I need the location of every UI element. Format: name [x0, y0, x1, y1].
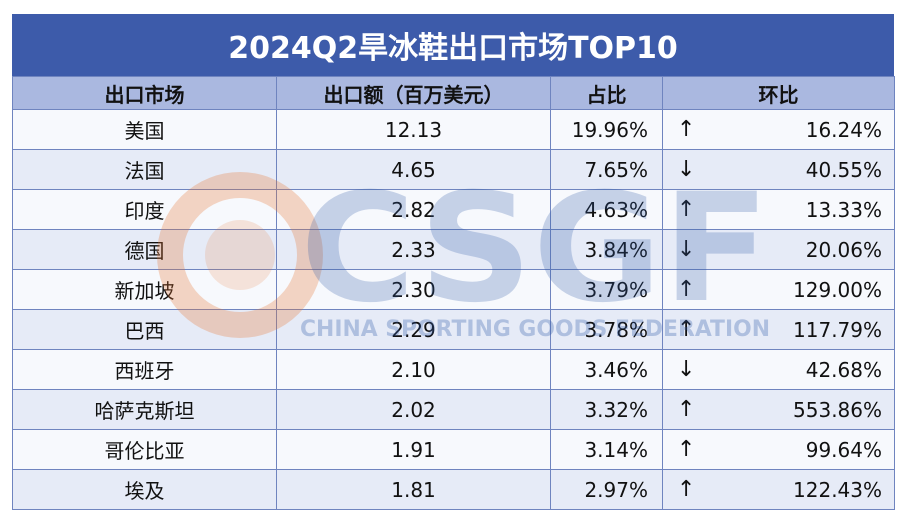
mom-cell: ↑ 13.33%: [662, 189, 895, 230]
arrow-down-icon: ↓: [677, 157, 696, 182]
export-table: 出口市场 出口额（百万美元） 占比 环比 美国 12.13 19.96% ↑ 16.24…: [12, 76, 895, 510]
market-cell: 德国: [12, 229, 277, 270]
table-row: 法国 4.65 7.65% ↓ 40.55%: [12, 149, 895, 190]
mom-cell: ↓ 20.06%: [662, 229, 895, 270]
value-cell: 1.81: [276, 469, 551, 510]
value-cell: 2.33: [276, 229, 551, 270]
market-cell: 埃及: [12, 469, 277, 510]
table-row: 巴西 2.29 3.78% ↑ 117.79%: [12, 309, 895, 350]
mom-cell: ↑ 129.00%: [662, 269, 895, 310]
mom-cell: ↑ 117.79%: [662, 309, 895, 350]
share-cell: 3.84%: [550, 229, 663, 270]
table-row: 新加坡 2.30 3.79% ↑ 129.00%: [12, 269, 895, 310]
value-cell: 2.82: [276, 189, 551, 230]
share-cell: 19.96%: [550, 109, 663, 150]
arrow-down-icon: ↓: [677, 357, 696, 382]
market-cell: 美国: [12, 109, 277, 150]
mom-value: 99.64%: [805, 437, 882, 462]
table-row: 西班牙 2.10 3.46% ↓ 42.68%: [12, 349, 895, 390]
arrow-up-icon: ↑: [677, 437, 696, 462]
value-cell: 2.02: [276, 389, 551, 430]
table-row: 埃及 1.81 2.97% ↑ 122.43%: [12, 469, 895, 510]
arrow-down-icon: ↓: [677, 237, 696, 262]
header-market: 出口市场: [12, 76, 277, 110]
share-cell: 4.63%: [550, 189, 663, 230]
table-row: 德国 2.33 3.84% ↓ 20.06%: [12, 229, 895, 270]
value-cell: 2.30: [276, 269, 551, 310]
mom-cell: ↓ 42.68%: [662, 349, 895, 390]
value-cell: 2.10: [276, 349, 551, 390]
share-cell: 3.78%: [550, 309, 663, 350]
header-row: 出口市场 出口额（百万美元） 占比 环比: [12, 76, 895, 110]
share-cell: 3.32%: [550, 389, 663, 430]
arrow-up-icon: ↑: [677, 477, 696, 502]
table-title: 2024Q2旱冰鞋出口市场TOP10: [12, 14, 894, 76]
share-cell: 2.97%: [550, 469, 663, 510]
market-cell: 巴西: [12, 309, 277, 350]
mom-value: 42.68%: [805, 357, 882, 382]
arrow-up-icon: ↑: [677, 397, 696, 422]
arrow-up-icon: ↑: [677, 197, 696, 222]
table-row: 印度 2.82 4.63% ↑ 13.33%: [12, 189, 895, 230]
market-cell: 西班牙: [12, 349, 277, 390]
table-row: 哥伦比亚 1.91 3.14% ↑ 99.64%: [12, 429, 895, 470]
market-cell: 哈萨克斯坦: [12, 389, 277, 430]
share-cell: 3.46%: [550, 349, 663, 390]
value-cell: 2.29: [276, 309, 551, 350]
mom-value: 122.43%: [793, 477, 882, 502]
mom-value: 117.79%: [793, 317, 882, 342]
arrow-up-icon: ↑: [677, 277, 696, 302]
arrow-up-icon: ↑: [677, 117, 696, 142]
mom-value: 553.86%: [793, 397, 882, 422]
mom-cell: ↑ 553.86%: [662, 389, 895, 430]
mom-value: 40.55%: [805, 157, 882, 182]
share-cell: 3.14%: [550, 429, 663, 470]
mom-cell: ↑ 99.64%: [662, 429, 895, 470]
value-cell: 12.13: [276, 109, 551, 150]
mom-cell: ↑ 16.24%: [662, 109, 895, 150]
table-row: 美国 12.13 19.96% ↑ 16.24%: [12, 109, 895, 150]
mom-cell: ↓ 40.55%: [662, 149, 895, 190]
market-cell: 哥伦比亚: [12, 429, 277, 470]
mom-cell: ↑ 122.43%: [662, 469, 895, 510]
value-cell: 1.91: [276, 429, 551, 470]
value-cell: 4.65: [276, 149, 551, 190]
header-mom: 环比: [662, 76, 895, 110]
market-cell: 法国: [12, 149, 277, 190]
table-body: 美国 12.13 19.96% ↑ 16.24% 法国 4.65 7.65% ↓ 40.55% 印度…: [12, 109, 895, 510]
mom-value: 16.24%: [805, 117, 882, 142]
mom-value: 129.00%: [793, 277, 882, 302]
market-cell: 新加坡: [12, 269, 277, 310]
market-cell: 印度: [12, 189, 277, 230]
mom-value: 20.06%: [805, 237, 882, 262]
share-cell: 7.65%: [550, 149, 663, 190]
header-value: 出口额（百万美元）: [276, 76, 551, 110]
table-row: 哈萨克斯坦 2.02 3.32% ↑ 553.86%: [12, 389, 895, 430]
header-share: 占比: [550, 76, 663, 110]
share-cell: 3.79%: [550, 269, 663, 310]
mom-value: 13.33%: [805, 197, 882, 222]
arrow-up-icon: ↑: [677, 317, 696, 342]
